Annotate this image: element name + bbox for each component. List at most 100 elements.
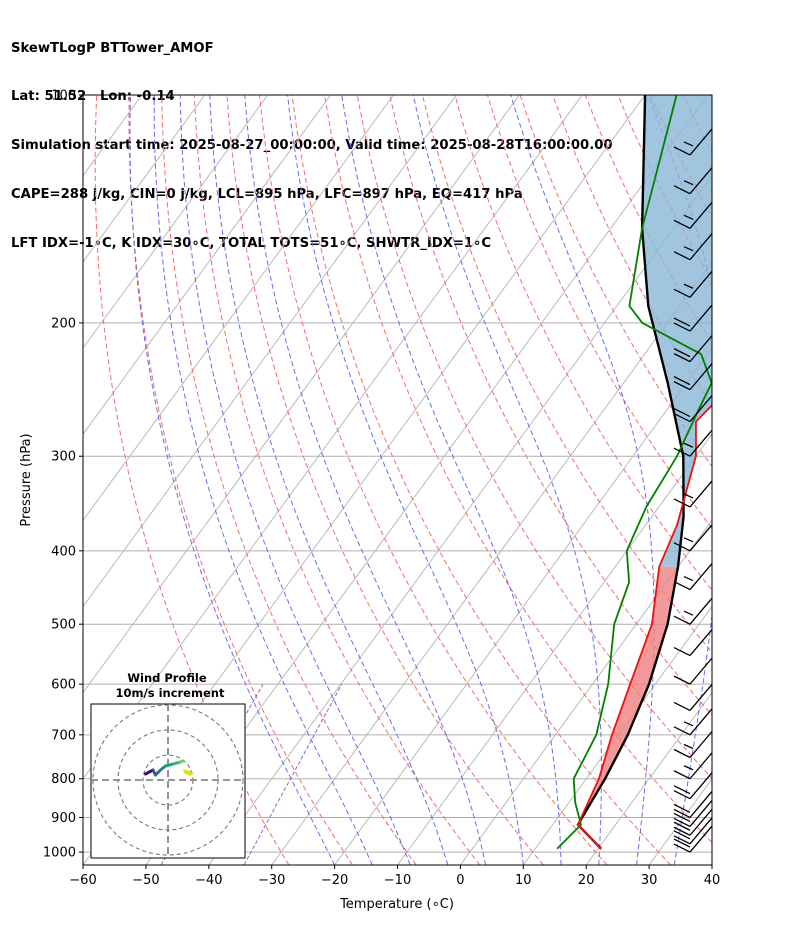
y-tick-label: 500 xyxy=(51,618,76,633)
dry-adiabat xyxy=(226,95,544,865)
y-tick-label: 300 xyxy=(51,450,76,465)
wind-barb xyxy=(673,629,713,657)
dry-adiabat xyxy=(161,95,417,865)
cape-line: CAPE=288 j/kg, CIN=0 j/kg, LCL=895 hPa, … xyxy=(11,187,523,203)
moist-adiabat xyxy=(179,95,411,865)
location-line: Lat: 51.52 Lon: -0.14 xyxy=(11,89,175,105)
mixing-ratio-line xyxy=(243,683,343,865)
dry-adiabat xyxy=(487,95,712,529)
wind-barb xyxy=(673,597,713,625)
dewpoint-profile-line xyxy=(556,95,712,850)
indices-line: LFT IDX=-1∘C, K IDX=30∘C, TOTAL TOTS=51∘… xyxy=(11,236,492,252)
wind-barb xyxy=(673,657,713,685)
positive-area-lower-fill xyxy=(577,566,678,825)
x-tick-label: −60 xyxy=(69,873,96,888)
chart-title: SkewTLogP BTTower_AMOF xyxy=(11,40,214,56)
y-tick-label: 1000 xyxy=(43,846,76,861)
wind-barb xyxy=(673,201,713,229)
hodograph-surface-marker xyxy=(183,769,194,776)
dry-adiabat xyxy=(356,95,712,780)
wind-barb xyxy=(673,304,713,332)
chart-header: SkewTLogP BTTower_AMOF Lat: 51.52 Lon: -… xyxy=(11,8,613,269)
wind-barb xyxy=(673,731,713,759)
moist-adiabat xyxy=(129,95,336,865)
moist-adiabat xyxy=(244,95,487,865)
wind-barb xyxy=(673,772,713,800)
dry-adiabat xyxy=(291,95,671,865)
dry-adiabat xyxy=(389,95,712,716)
isotherm xyxy=(83,95,206,263)
isotherm xyxy=(334,347,712,865)
temperature-profile-line xyxy=(577,403,712,850)
moist-adiabat xyxy=(647,95,712,865)
wind-barb xyxy=(673,817,713,845)
wind-barb xyxy=(673,752,713,780)
y-tick-label: 200 xyxy=(51,316,76,331)
cape-area-fill xyxy=(642,95,712,567)
wind-barb xyxy=(673,791,713,819)
x-tick-label: 20 xyxy=(578,873,595,888)
hodograph-segment xyxy=(179,759,185,764)
x-tick-label: −10 xyxy=(384,873,411,888)
dry-adiabat xyxy=(324,95,712,844)
x-tick-label: 30 xyxy=(641,873,658,888)
dry-adiabat xyxy=(128,95,353,865)
isotherm xyxy=(271,261,712,865)
wind-barb xyxy=(673,480,713,508)
moist-adiabat xyxy=(711,862,712,865)
wind-barb xyxy=(673,335,713,363)
wind-barb xyxy=(673,167,713,195)
x-tick-label: 10 xyxy=(515,873,532,888)
isotherm xyxy=(0,95,16,865)
parcel-profile-line xyxy=(576,95,685,850)
y-tick-label: 900 xyxy=(51,811,76,826)
y-axis-label: Pressure (hPa) xyxy=(19,433,34,526)
x-tick-label: −30 xyxy=(258,873,285,888)
wind-barb xyxy=(673,684,713,712)
isotherm xyxy=(397,433,712,865)
x-tick-label: −40 xyxy=(195,873,222,888)
moist-adiabat xyxy=(510,95,655,865)
dry-adiabat xyxy=(716,95,794,865)
y-tick-label: 400 xyxy=(51,544,76,559)
dry-adiabat xyxy=(454,95,712,591)
moist-adiabat xyxy=(412,95,602,865)
wind-barb xyxy=(673,128,713,156)
y-tick-label: 700 xyxy=(51,728,76,743)
x-tick-label: −20 xyxy=(321,873,348,888)
x-axis-label: Temperature (∘C) xyxy=(339,897,454,912)
dry-adiabat xyxy=(259,95,608,865)
moist-adiabat xyxy=(209,95,449,865)
inset-subtitle: 10m/s increment xyxy=(116,686,225,700)
isotherm xyxy=(83,95,394,522)
wind-barb xyxy=(673,563,713,591)
wind-barb xyxy=(673,800,713,828)
moist-adiabat xyxy=(153,95,373,865)
moist-adiabat xyxy=(287,95,524,865)
dry-adiabat xyxy=(193,95,481,865)
wind-barb xyxy=(673,429,713,457)
isotherm xyxy=(585,691,712,865)
dry-adiabat xyxy=(781,95,794,865)
wind-barb xyxy=(673,524,713,552)
y-tick-label: 600 xyxy=(51,678,76,693)
x-tick-label: −50 xyxy=(132,873,159,888)
y-tick-label: 100 xyxy=(51,89,76,104)
x-tick-label: 0 xyxy=(456,873,464,888)
isotherm xyxy=(83,95,331,435)
inset-title: Wind Profile xyxy=(127,671,207,685)
wind-barb xyxy=(673,363,713,391)
wind-barb xyxy=(673,233,713,261)
x-tick-label: 40 xyxy=(704,873,721,888)
wind-barb xyxy=(673,708,713,736)
moist-adiabat xyxy=(341,95,562,865)
isotherm xyxy=(83,95,269,349)
dry-adiabat xyxy=(519,95,712,468)
dry-adiabat xyxy=(748,95,794,865)
wind-barb xyxy=(673,270,713,298)
wind-barb xyxy=(673,825,713,853)
wind-barb xyxy=(673,395,713,423)
isotherm xyxy=(460,519,712,865)
y-tick-label: 800 xyxy=(51,772,76,787)
